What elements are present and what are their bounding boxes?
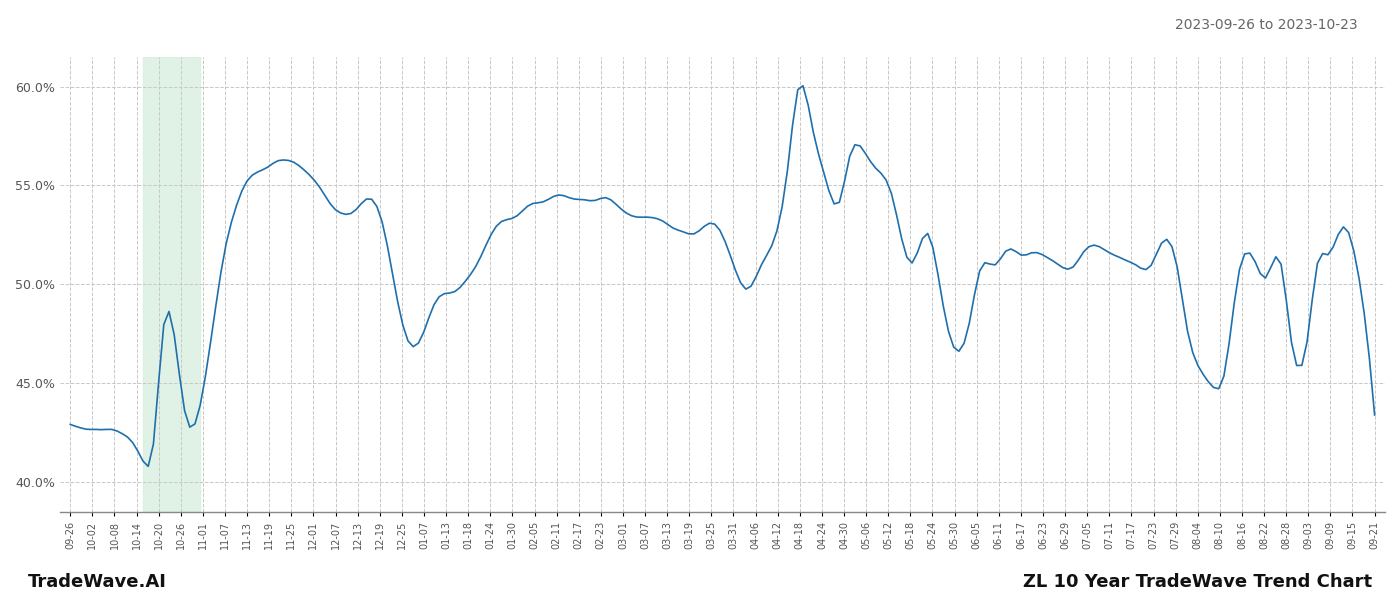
Bar (143, 57, 200, 512)
Text: 2023-09-26 to 2023-10-23: 2023-09-26 to 2023-10-23 (1176, 18, 1358, 32)
Text: TradeWave.AI: TradeWave.AI (28, 573, 167, 591)
Text: ZL 10 Year TradeWave Trend Chart: ZL 10 Year TradeWave Trend Chart (1023, 573, 1372, 591)
